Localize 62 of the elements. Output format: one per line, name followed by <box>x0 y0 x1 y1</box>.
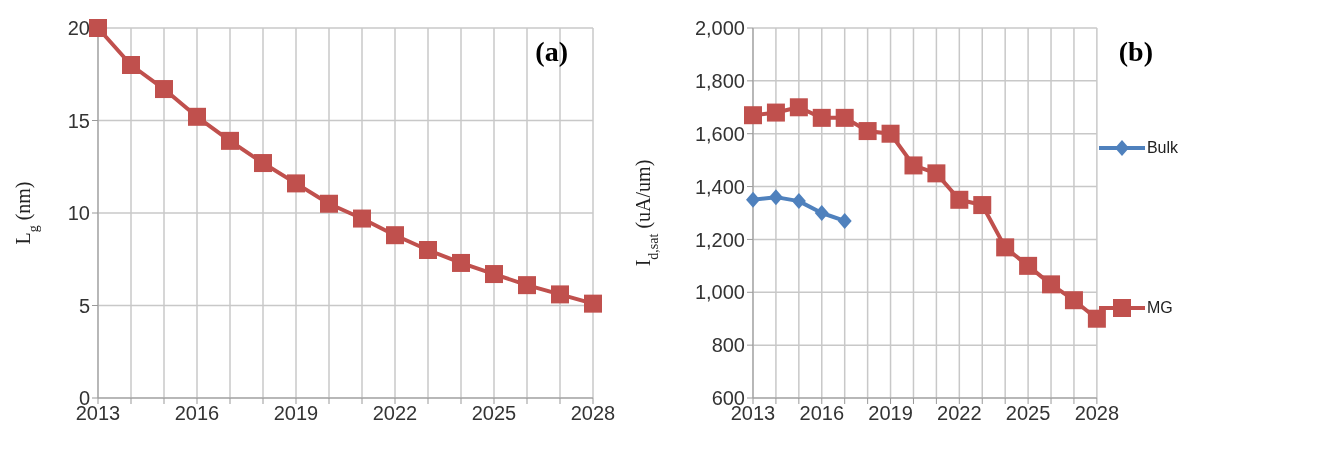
point <box>386 226 404 245</box>
point <box>155 80 173 99</box>
y-tick-label: 15 <box>67 109 90 132</box>
point <box>812 108 831 127</box>
y-tick-label: 10 <box>67 202 90 225</box>
point <box>419 241 437 259</box>
y-tick-label: 5 <box>78 294 90 317</box>
point <box>518 276 536 295</box>
x-tick-label: 2025 <box>471 402 517 425</box>
text: (b) <box>1118 36 1153 68</box>
point <box>452 253 470 272</box>
x-tick-label: 2016 <box>799 402 845 425</box>
point <box>122 56 140 74</box>
point <box>789 98 808 117</box>
y-tick-label: 1,800 <box>694 69 745 92</box>
x-tick-label: 2028 <box>1074 402 1120 425</box>
x-tick-label: 2019 <box>868 402 913 425</box>
point <box>837 212 852 229</box>
point <box>584 294 602 313</box>
point <box>221 131 239 150</box>
point <box>254 154 272 173</box>
y-tick-label: 1,200 <box>694 228 745 251</box>
point <box>1019 256 1038 275</box>
point <box>881 124 900 143</box>
y-tick-label: 1,000 <box>694 281 745 304</box>
point <box>188 107 206 126</box>
y-tick-label: 1,400 <box>694 175 745 198</box>
legend-label: Bulk <box>1146 139 1178 157</box>
x-tick-label: 2016 <box>174 402 220 425</box>
y-tick-label: 800 <box>711 334 745 357</box>
point <box>551 285 569 304</box>
point <box>746 191 760 208</box>
point <box>744 106 762 125</box>
point <box>927 164 946 183</box>
point <box>791 193 806 210</box>
point <box>287 174 305 193</box>
point <box>353 209 371 228</box>
point <box>1087 309 1106 328</box>
point <box>485 265 503 284</box>
y-tick-label: 20 <box>67 17 90 40</box>
x-tick-label: 2025 <box>1005 402 1051 425</box>
x-tick-label: 2019 <box>273 402 319 425</box>
point <box>89 19 107 37</box>
x-tick-label: 2028 <box>570 402 616 425</box>
point <box>996 238 1015 257</box>
x-tick-label: 2022 <box>372 402 418 425</box>
point <box>320 194 338 213</box>
y-tick-label: 2,000 <box>694 17 745 40</box>
point <box>904 156 923 175</box>
y-tick-label: 1,600 <box>694 122 745 145</box>
x-tick-label: 2022 <box>937 402 982 425</box>
point <box>1064 291 1083 310</box>
point <box>1042 275 1061 294</box>
point <box>858 122 877 141</box>
point <box>814 205 829 221</box>
annotation: (a) <box>535 36 568 68</box>
point <box>768 189 783 206</box>
point <box>766 103 785 122</box>
point <box>835 108 854 127</box>
point <box>950 190 969 209</box>
point <box>973 196 992 215</box>
legend-label: MG <box>1146 299 1173 317</box>
